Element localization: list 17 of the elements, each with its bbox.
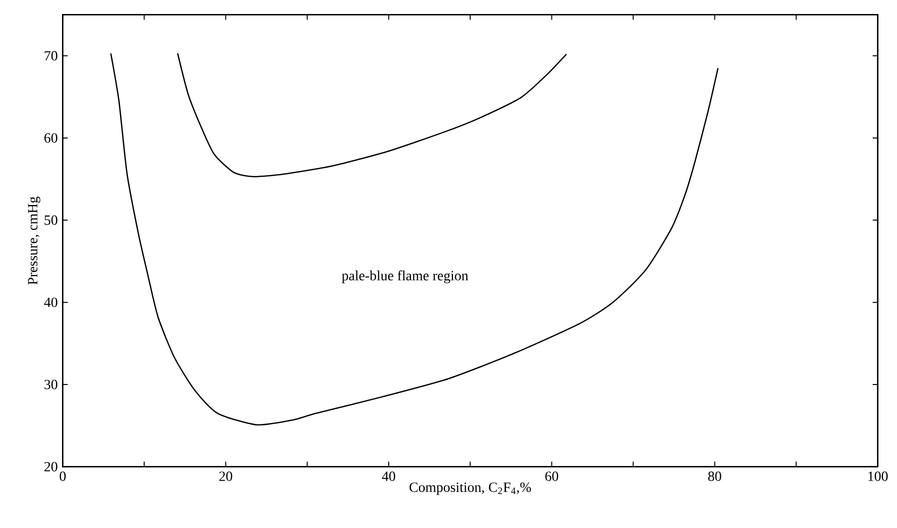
x-tick-label: 0 [60, 472, 66, 481]
x-tick-label: 80 [708, 472, 722, 481]
x-axis-title: Composition, C$_{2}$F$_{4}$,% [410, 482, 531, 495]
x-tick-label: 20 [219, 472, 232, 481]
line-series [110, 52, 719, 426]
annotation: pale-blue flame region [342, 270, 468, 284]
y-tick-label: 60 [44, 133, 58, 143]
x-tick-label: 60 [545, 472, 558, 481]
y-tick-label: 30 [44, 380, 58, 390]
line-series [176, 52, 568, 178]
x-tick-label: 100 [868, 472, 888, 481]
y-tick-label: 20 [44, 462, 58, 472]
y-tick-label: 40 [44, 298, 58, 308]
x-tick-label: 40 [382, 472, 396, 481]
y-axis-title: Pressure, cmHg [28, 196, 40, 285]
y-tick-label: 70 [44, 51, 58, 61]
y-tick-label: 50 [44, 215, 58, 225]
